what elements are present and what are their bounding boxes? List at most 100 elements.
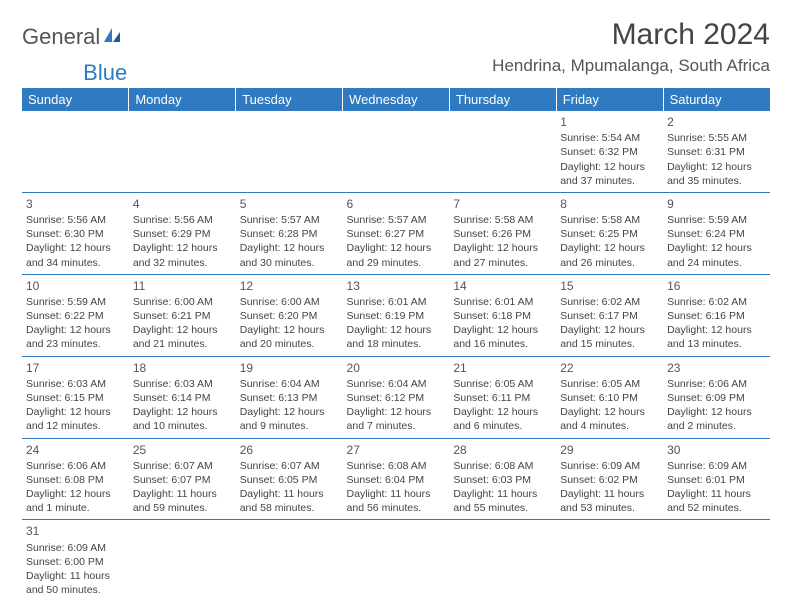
- calendar-day-cell: 4Sunrise: 5:56 AMSunset: 6:29 PMDaylight…: [129, 192, 236, 274]
- sunrise-text: Sunrise: 6:02 AM: [667, 295, 766, 309]
- sunrise-text: Sunrise: 5:58 AM: [560, 213, 659, 227]
- daylight-text: Daylight: 12 hours and 16 minutes.: [453, 323, 552, 351]
- calendar-day-cell: [343, 520, 450, 601]
- calendar-day-cell: 29Sunrise: 6:09 AMSunset: 6:02 PMDayligh…: [556, 438, 663, 520]
- daylight-text: Daylight: 11 hours and 50 minutes.: [26, 569, 125, 597]
- logo-text-1: General: [22, 24, 100, 50]
- sunrise-text: Sunrise: 5:56 AM: [133, 213, 232, 227]
- sunset-text: Sunset: 6:15 PM: [26, 391, 125, 405]
- sunrise-text: Sunrise: 6:04 AM: [240, 377, 339, 391]
- calendar-day-cell: 19Sunrise: 6:04 AMSunset: 6:13 PMDayligh…: [236, 356, 343, 438]
- sunset-text: Sunset: 6:04 PM: [347, 473, 446, 487]
- sunrise-text: Sunrise: 6:05 AM: [453, 377, 552, 391]
- day-number: 18: [133, 360, 232, 376]
- day-number: 10: [26, 278, 125, 294]
- calendar-day-cell: 31Sunrise: 6:09 AMSunset: 6:00 PMDayligh…: [22, 520, 129, 601]
- logo-line2: GenerBlue: [22, 60, 770, 86]
- sunrise-text: Sunrise: 6:09 AM: [667, 459, 766, 473]
- day-number: 17: [26, 360, 125, 376]
- sunset-text: Sunset: 6:10 PM: [560, 391, 659, 405]
- day-header: Sunday: [22, 88, 129, 111]
- calendar-day-cell: [129, 111, 236, 192]
- daylight-text: Daylight: 12 hours and 6 minutes.: [453, 405, 552, 433]
- daylight-text: Daylight: 12 hours and 30 minutes.: [240, 241, 339, 269]
- calendar-week-row: 1Sunrise: 5:54 AMSunset: 6:32 PMDaylight…: [22, 111, 770, 192]
- sunset-text: Sunset: 6:28 PM: [240, 227, 339, 241]
- sunset-text: Sunset: 6:21 PM: [133, 309, 232, 323]
- calendar-week-row: 10Sunrise: 5:59 AMSunset: 6:22 PMDayligh…: [22, 274, 770, 356]
- daylight-text: Daylight: 11 hours and 59 minutes.: [133, 487, 232, 515]
- daylight-text: Daylight: 12 hours and 34 minutes.: [26, 241, 125, 269]
- day-number: 28: [453, 442, 552, 458]
- day-number: 25: [133, 442, 232, 458]
- day-number: 6: [347, 196, 446, 212]
- daylight-text: Daylight: 12 hours and 18 minutes.: [347, 323, 446, 351]
- calendar-day-cell: 22Sunrise: 6:05 AMSunset: 6:10 PMDayligh…: [556, 356, 663, 438]
- sunset-text: Sunset: 6:05 PM: [240, 473, 339, 487]
- sunrise-text: Sunrise: 6:01 AM: [453, 295, 552, 309]
- sunset-text: Sunset: 6:07 PM: [133, 473, 232, 487]
- day-header: Friday: [556, 88, 663, 111]
- calendar-day-cell: 20Sunrise: 6:04 AMSunset: 6:12 PMDayligh…: [343, 356, 450, 438]
- sunset-text: Sunset: 6:19 PM: [347, 309, 446, 323]
- sunset-text: Sunset: 6:09 PM: [667, 391, 766, 405]
- daylight-text: Daylight: 12 hours and 13 minutes.: [667, 323, 766, 351]
- sunset-text: Sunset: 6:30 PM: [26, 227, 125, 241]
- calendar-day-cell: 1Sunrise: 5:54 AMSunset: 6:32 PMDaylight…: [556, 111, 663, 192]
- calendar-day-cell: [236, 520, 343, 601]
- daylight-text: Daylight: 12 hours and 29 minutes.: [347, 241, 446, 269]
- calendar-day-cell: 17Sunrise: 6:03 AMSunset: 6:15 PMDayligh…: [22, 356, 129, 438]
- sunrise-text: Sunrise: 6:01 AM: [347, 295, 446, 309]
- daylight-text: Daylight: 12 hours and 24 minutes.: [667, 241, 766, 269]
- calendar-day-cell: 16Sunrise: 6:02 AMSunset: 6:16 PMDayligh…: [663, 274, 770, 356]
- day-number: 8: [560, 196, 659, 212]
- calendar-day-cell: 10Sunrise: 5:59 AMSunset: 6:22 PMDayligh…: [22, 274, 129, 356]
- calendar-day-cell: [129, 520, 236, 601]
- sunrise-text: Sunrise: 5:56 AM: [26, 213, 125, 227]
- day-number: 22: [560, 360, 659, 376]
- sunrise-text: Sunrise: 5:59 AM: [667, 213, 766, 227]
- sunrise-text: Sunrise: 5:58 AM: [453, 213, 552, 227]
- daylight-text: Daylight: 12 hours and 37 minutes.: [560, 160, 659, 188]
- daylight-text: Daylight: 12 hours and 21 minutes.: [133, 323, 232, 351]
- sunset-text: Sunset: 6:11 PM: [453, 391, 552, 405]
- calendar-day-cell: [663, 520, 770, 601]
- daylight-text: Daylight: 12 hours and 10 minutes.: [133, 405, 232, 433]
- day-number: 9: [667, 196, 766, 212]
- daylight-text: Daylight: 12 hours and 9 minutes.: [240, 405, 339, 433]
- calendar-day-cell: [556, 520, 663, 601]
- day-number: 7: [453, 196, 552, 212]
- calendar-day-cell: 18Sunrise: 6:03 AMSunset: 6:14 PMDayligh…: [129, 356, 236, 438]
- sunset-text: Sunset: 6:02 PM: [560, 473, 659, 487]
- sunset-text: Sunset: 6:01 PM: [667, 473, 766, 487]
- sunset-text: Sunset: 6:00 PM: [26, 555, 125, 569]
- day-number: 29: [560, 442, 659, 458]
- sunrise-text: Sunrise: 5:55 AM: [667, 131, 766, 145]
- calendar-day-cell: 8Sunrise: 5:58 AMSunset: 6:25 PMDaylight…: [556, 192, 663, 274]
- calendar-body: 1Sunrise: 5:54 AMSunset: 6:32 PMDaylight…: [22, 111, 770, 601]
- sunset-text: Sunset: 6:26 PM: [453, 227, 552, 241]
- sunrise-text: Sunrise: 6:09 AM: [26, 541, 125, 555]
- day-number: 12: [240, 278, 339, 294]
- daylight-text: Daylight: 12 hours and 12 minutes.: [26, 405, 125, 433]
- sunset-text: Sunset: 6:24 PM: [667, 227, 766, 241]
- day-number: 19: [240, 360, 339, 376]
- calendar-day-cell: 5Sunrise: 5:57 AMSunset: 6:28 PMDaylight…: [236, 192, 343, 274]
- calendar-day-cell: 13Sunrise: 6:01 AMSunset: 6:19 PMDayligh…: [343, 274, 450, 356]
- sail-icon: [102, 24, 122, 50]
- day-header-row: Sunday Monday Tuesday Wednesday Thursday…: [22, 88, 770, 111]
- sunset-text: Sunset: 6:17 PM: [560, 309, 659, 323]
- daylight-text: Daylight: 12 hours and 20 minutes.: [240, 323, 339, 351]
- sunset-text: Sunset: 6:31 PM: [667, 145, 766, 159]
- daylight-text: Daylight: 11 hours and 52 minutes.: [667, 487, 766, 515]
- sunset-text: Sunset: 6:12 PM: [347, 391, 446, 405]
- day-number: 15: [560, 278, 659, 294]
- calendar-day-cell: 3Sunrise: 5:56 AMSunset: 6:30 PMDaylight…: [22, 192, 129, 274]
- month-title: March 2024: [492, 18, 770, 52]
- sunrise-text: Sunrise: 6:08 AM: [453, 459, 552, 473]
- calendar-day-cell: 26Sunrise: 6:07 AMSunset: 6:05 PMDayligh…: [236, 438, 343, 520]
- day-number: 24: [26, 442, 125, 458]
- sunset-text: Sunset: 6:22 PM: [26, 309, 125, 323]
- daylight-text: Daylight: 12 hours and 26 minutes.: [560, 241, 659, 269]
- sunrise-text: Sunrise: 6:04 AM: [347, 377, 446, 391]
